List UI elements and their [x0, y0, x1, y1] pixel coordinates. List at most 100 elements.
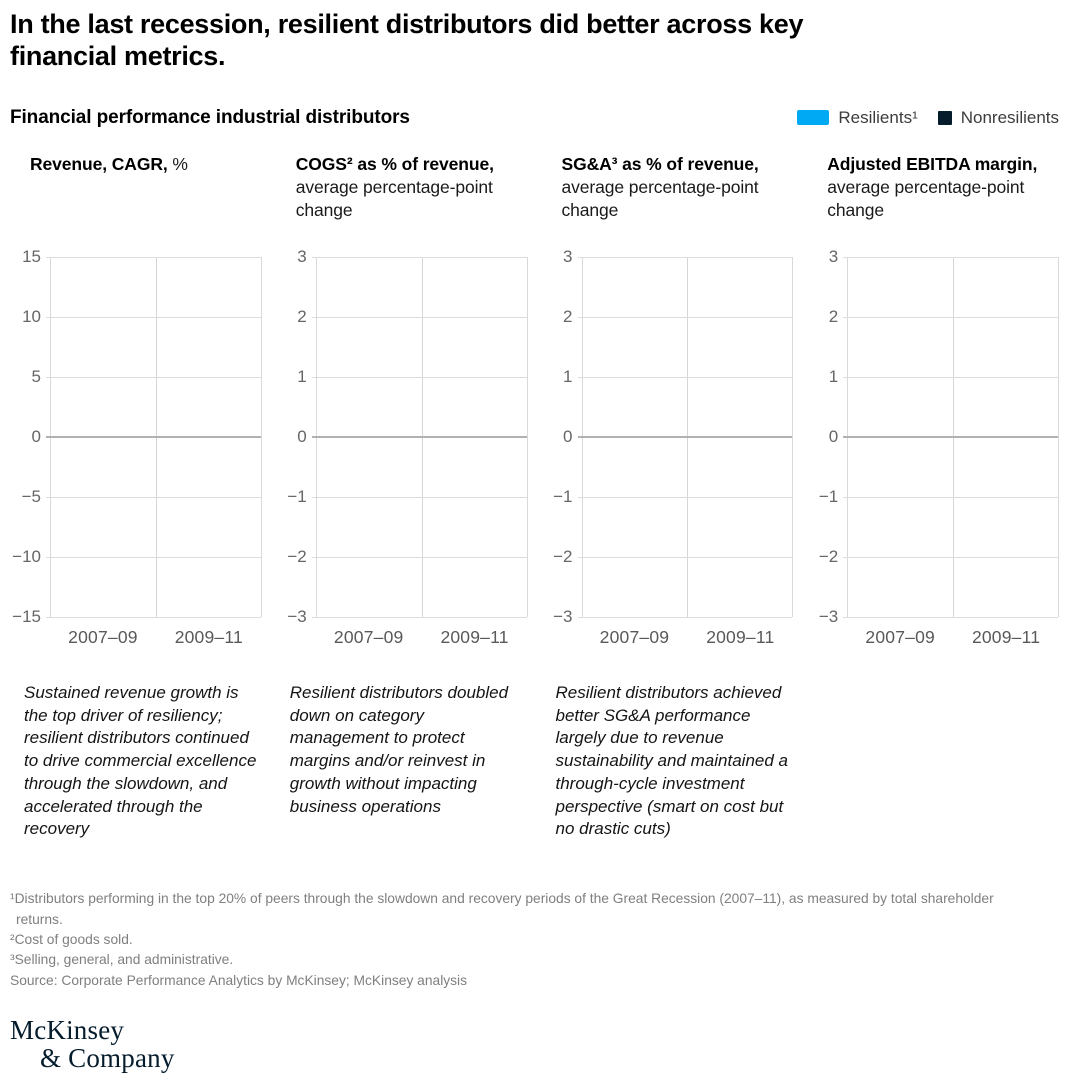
- charts-grid: Revenue, CAGR, % 15 10 5 0 −5 −10 −15 2007–09 2…: [10, 153, 1059, 648]
- gridline: [843, 556, 1058, 558]
- zero-baseline: [311, 435, 527, 438]
- x-tick-label: 2009–11: [971, 626, 1041, 647]
- annotations-row: Sustained revenue growth is the top driv…: [10, 682, 1059, 841]
- gridline: [311, 376, 527, 378]
- exhibit-subtitle: Financial performance industrial distrib…: [10, 106, 410, 128]
- panel-heading: Revenue, CAGR, %: [30, 153, 262, 257]
- gridline: [577, 556, 793, 558]
- y-tick-label: −10: [12, 546, 41, 566]
- chart-legend: Resilients¹ Nonresilients: [797, 108, 1059, 128]
- legend-item-resilients: Resilients¹: [797, 107, 918, 128]
- gridline: [46, 256, 261, 258]
- y-tick-label: 1: [563, 366, 573, 386]
- y-tick-label: −3: [818, 606, 839, 626]
- gridline: [843, 496, 1058, 498]
- logo-line-2: & Company: [40, 1042, 175, 1073]
- x-axis-labels: 2007–09 2009–11: [316, 627, 528, 648]
- chart-row: 3 2 1 0 −1 −2 −3: [807, 247, 1059, 626]
- y-tick-label: 0: [828, 426, 839, 446]
- x-tick-label: 2009–11: [706, 626, 775, 647]
- chart-panel-sga: SG&A³ as % of revenue, average percentag…: [542, 153, 794, 648]
- y-tick-label: 1: [297, 366, 307, 386]
- nonresilients-color-swatch-icon: [937, 110, 952, 125]
- footnote-2: ²Cost of goods sold.: [10, 931, 133, 947]
- plot-area: [311, 256, 528, 618]
- resilients-color-swatch-icon: [797, 110, 830, 126]
- gridline: [46, 376, 261, 378]
- y-tick-label: −1: [818, 486, 839, 506]
- y-tick-label: 3: [828, 246, 839, 266]
- plot-area: [843, 256, 1059, 618]
- y-tick-label: 3: [297, 246, 307, 266]
- x-tick-label: 2009–11: [174, 626, 243, 647]
- annotation-sga: Resilient distributors achieved better S…: [555, 682, 788, 839]
- y-tick-label: 15: [22, 246, 41, 266]
- chart-row: 15 10 5 0 −5 −10 −15: [10, 247, 262, 626]
- panel-heading-rest: average percentage-point change: [561, 176, 759, 220]
- x-tick-label: 2007–09: [333, 626, 404, 647]
- y-tick-label: 0: [563, 426, 573, 446]
- legend-label: Nonresilients: [960, 107, 1059, 127]
- subtitle-row: Financial performance industrial distrib…: [10, 107, 1059, 129]
- gridline: [311, 496, 527, 498]
- x-tick-label: 2007–09: [68, 626, 138, 647]
- y-tick-label: 1: [828, 366, 839, 386]
- gridline: [577, 256, 793, 258]
- chart-row: 3 2 1 0 −1 −2 −3: [542, 247, 794, 626]
- source-line: Source: Corporate Performance Analytics …: [10, 972, 468, 988]
- gridline: [577, 376, 793, 378]
- x-axis-labels: 2007–09 2009–11: [582, 627, 794, 648]
- y-tick-label: −2: [818, 546, 839, 566]
- logo-line-1: McKinsey: [10, 1015, 125, 1046]
- y-tick-label: −3: [287, 606, 307, 626]
- chart-panel-ebitda: Adjusted EBITDA margin, average percenta…: [807, 153, 1059, 648]
- panel-heading-rest: average percentage-point change: [827, 176, 1025, 220]
- y-axis: 3 2 1 0 −1 −2 −3: [542, 247, 582, 626]
- y-tick-label: −1: [287, 486, 307, 506]
- y-tick-label: 10: [22, 306, 41, 326]
- gridline: [46, 496, 261, 498]
- y-axis: 3 2 1 0 −1 −2 −3: [276, 247, 316, 626]
- y-tick-label: −1: [553, 486, 573, 506]
- chart-panel-cogs: COGS² as % of revenue, average percentag…: [276, 153, 528, 648]
- panel-heading: Adjusted EBITDA margin, average percenta…: [827, 153, 1059, 257]
- y-tick-label: 5: [31, 366, 41, 386]
- footnote-1: ¹Distributors performing in the top 20% …: [10, 891, 994, 927]
- y-tick-label: 2: [563, 306, 573, 326]
- panel-heading-bold: SG&A³ as % of revenue,: [561, 153, 759, 174]
- mckinsey-company-logo: McKinsey & Company: [10, 1017, 1059, 1072]
- gridline: [46, 316, 261, 318]
- chart-panel-revenue-cagr: Revenue, CAGR, % 15 10 5 0 −5 −10 −15 2007–09 2…: [10, 153, 262, 648]
- y-tick-label: 2: [297, 306, 307, 326]
- y-axis: 15 10 5 0 −5 −10 −15: [10, 247, 50, 626]
- y-tick-label: −5: [21, 486, 41, 506]
- y-tick-label: −3: [553, 606, 573, 626]
- annotation-empty: [821, 682, 1059, 841]
- x-tick-label: 2007–09: [599, 626, 670, 647]
- gridline: [311, 616, 527, 618]
- panel-heading-bold: Revenue, CAGR,: [30, 153, 168, 174]
- panel-heading: SG&A³ as % of revenue, average percentag…: [562, 153, 794, 257]
- x-tick-label: 2009–11: [440, 626, 509, 647]
- gridline: [843, 316, 1058, 318]
- panel-heading-bold: COGS² as % of revenue,: [295, 153, 494, 174]
- annotation-revenue: Sustained revenue growth is the top driv…: [24, 682, 257, 839]
- chart-row: 3 2 1 0 −1 −2 −3: [276, 247, 528, 626]
- zero-baseline: [46, 435, 261, 438]
- gridline: [577, 316, 793, 318]
- y-axis: 3 2 1 0 −1 −2 −3: [807, 247, 847, 626]
- annotation-cogs: Resilient distributors doubled down on c…: [289, 682, 509, 816]
- y-tick-label: −2: [287, 546, 307, 566]
- y-tick-label: 0: [31, 426, 41, 446]
- legend-label: Resilients¹: [838, 107, 918, 127]
- exhibit-title: In the last recession, resilient distrib…: [10, 9, 804, 72]
- panel-heading: COGS² as % of revenue, average percentag…: [296, 153, 528, 257]
- gridline: [843, 616, 1058, 618]
- legend-item-nonresilients: Nonresilients: [937, 107, 1059, 128]
- x-axis-labels: 2007–09 2009–11: [847, 627, 1059, 648]
- plot-area: [46, 256, 262, 618]
- y-tick-label: −2: [553, 546, 573, 566]
- gridline: [311, 556, 527, 558]
- zero-baseline: [577, 435, 793, 438]
- gridline: [843, 256, 1058, 258]
